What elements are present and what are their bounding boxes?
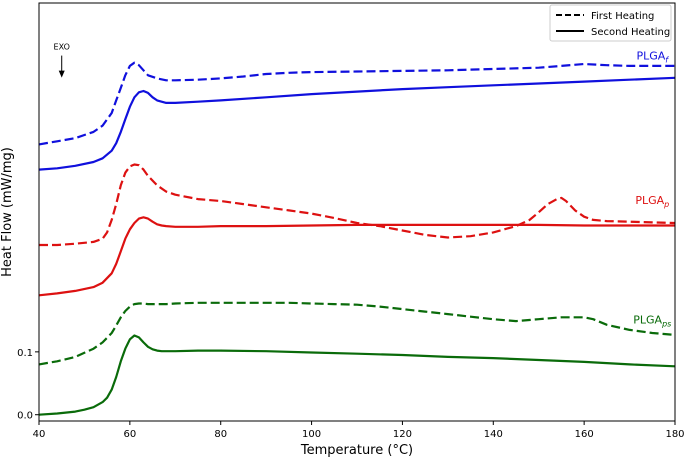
y-axis-ticks: 0.0 0.1 xyxy=(17,348,39,422)
series-line-plgaps-second-heating xyxy=(38,334,676,416)
legend-entry-first-heating: First Heating xyxy=(591,11,654,22)
x-tick-label: 160 xyxy=(575,429,594,440)
y-tick-label: 0.1 xyxy=(17,348,33,359)
x-tick-label: 60 xyxy=(123,429,136,440)
series-label-plgap: PLGAp xyxy=(635,194,669,209)
series-label-subscript: f xyxy=(665,56,669,65)
series-label-base: PLGA xyxy=(635,194,664,207)
x-tick-label: 40 xyxy=(33,429,46,440)
series-line-plgaf-second-heating xyxy=(38,76,676,171)
x-tick-label: 100 xyxy=(302,429,321,440)
plot-area xyxy=(38,61,676,416)
x-axis-label: Temperature (°C) xyxy=(300,443,413,458)
y-axis-label: Heat Flow (mW/mg) xyxy=(0,147,15,277)
x-tick-label: 120 xyxy=(393,429,412,440)
series-line-plgaps-first-heating xyxy=(38,301,676,366)
series-label-base: PLGA xyxy=(636,50,665,63)
x-axis-ticks: 40 60 80 100 120 140 160 180 xyxy=(33,421,685,440)
series-label-plgaf: PLGAf xyxy=(636,50,669,65)
series-label-subscript: p xyxy=(663,200,669,209)
series-label-base: PLGA xyxy=(633,314,662,327)
plot-frame xyxy=(38,2,676,422)
exo-arrow-head xyxy=(58,70,65,78)
x-tick-label: 180 xyxy=(665,429,684,440)
x-tick-label: 80 xyxy=(214,429,227,440)
series-line-plgap-first-heating xyxy=(39,163,676,247)
exo-label: EXO xyxy=(54,43,70,52)
series-line-plgaf-first-heating xyxy=(38,61,675,146)
y-tick-label: 0.0 xyxy=(17,411,33,422)
legend: First Heating Second Heating xyxy=(549,4,672,42)
x-tick-label: 140 xyxy=(484,429,503,440)
series-label-plgaps: PLGAps xyxy=(633,314,671,329)
series-line-plgap-second-heating xyxy=(38,216,675,297)
series-label-subscript: ps xyxy=(661,320,671,329)
exo-annotation: EXO xyxy=(54,43,70,78)
legend-entry-second-heating: Second Heating xyxy=(591,27,670,38)
